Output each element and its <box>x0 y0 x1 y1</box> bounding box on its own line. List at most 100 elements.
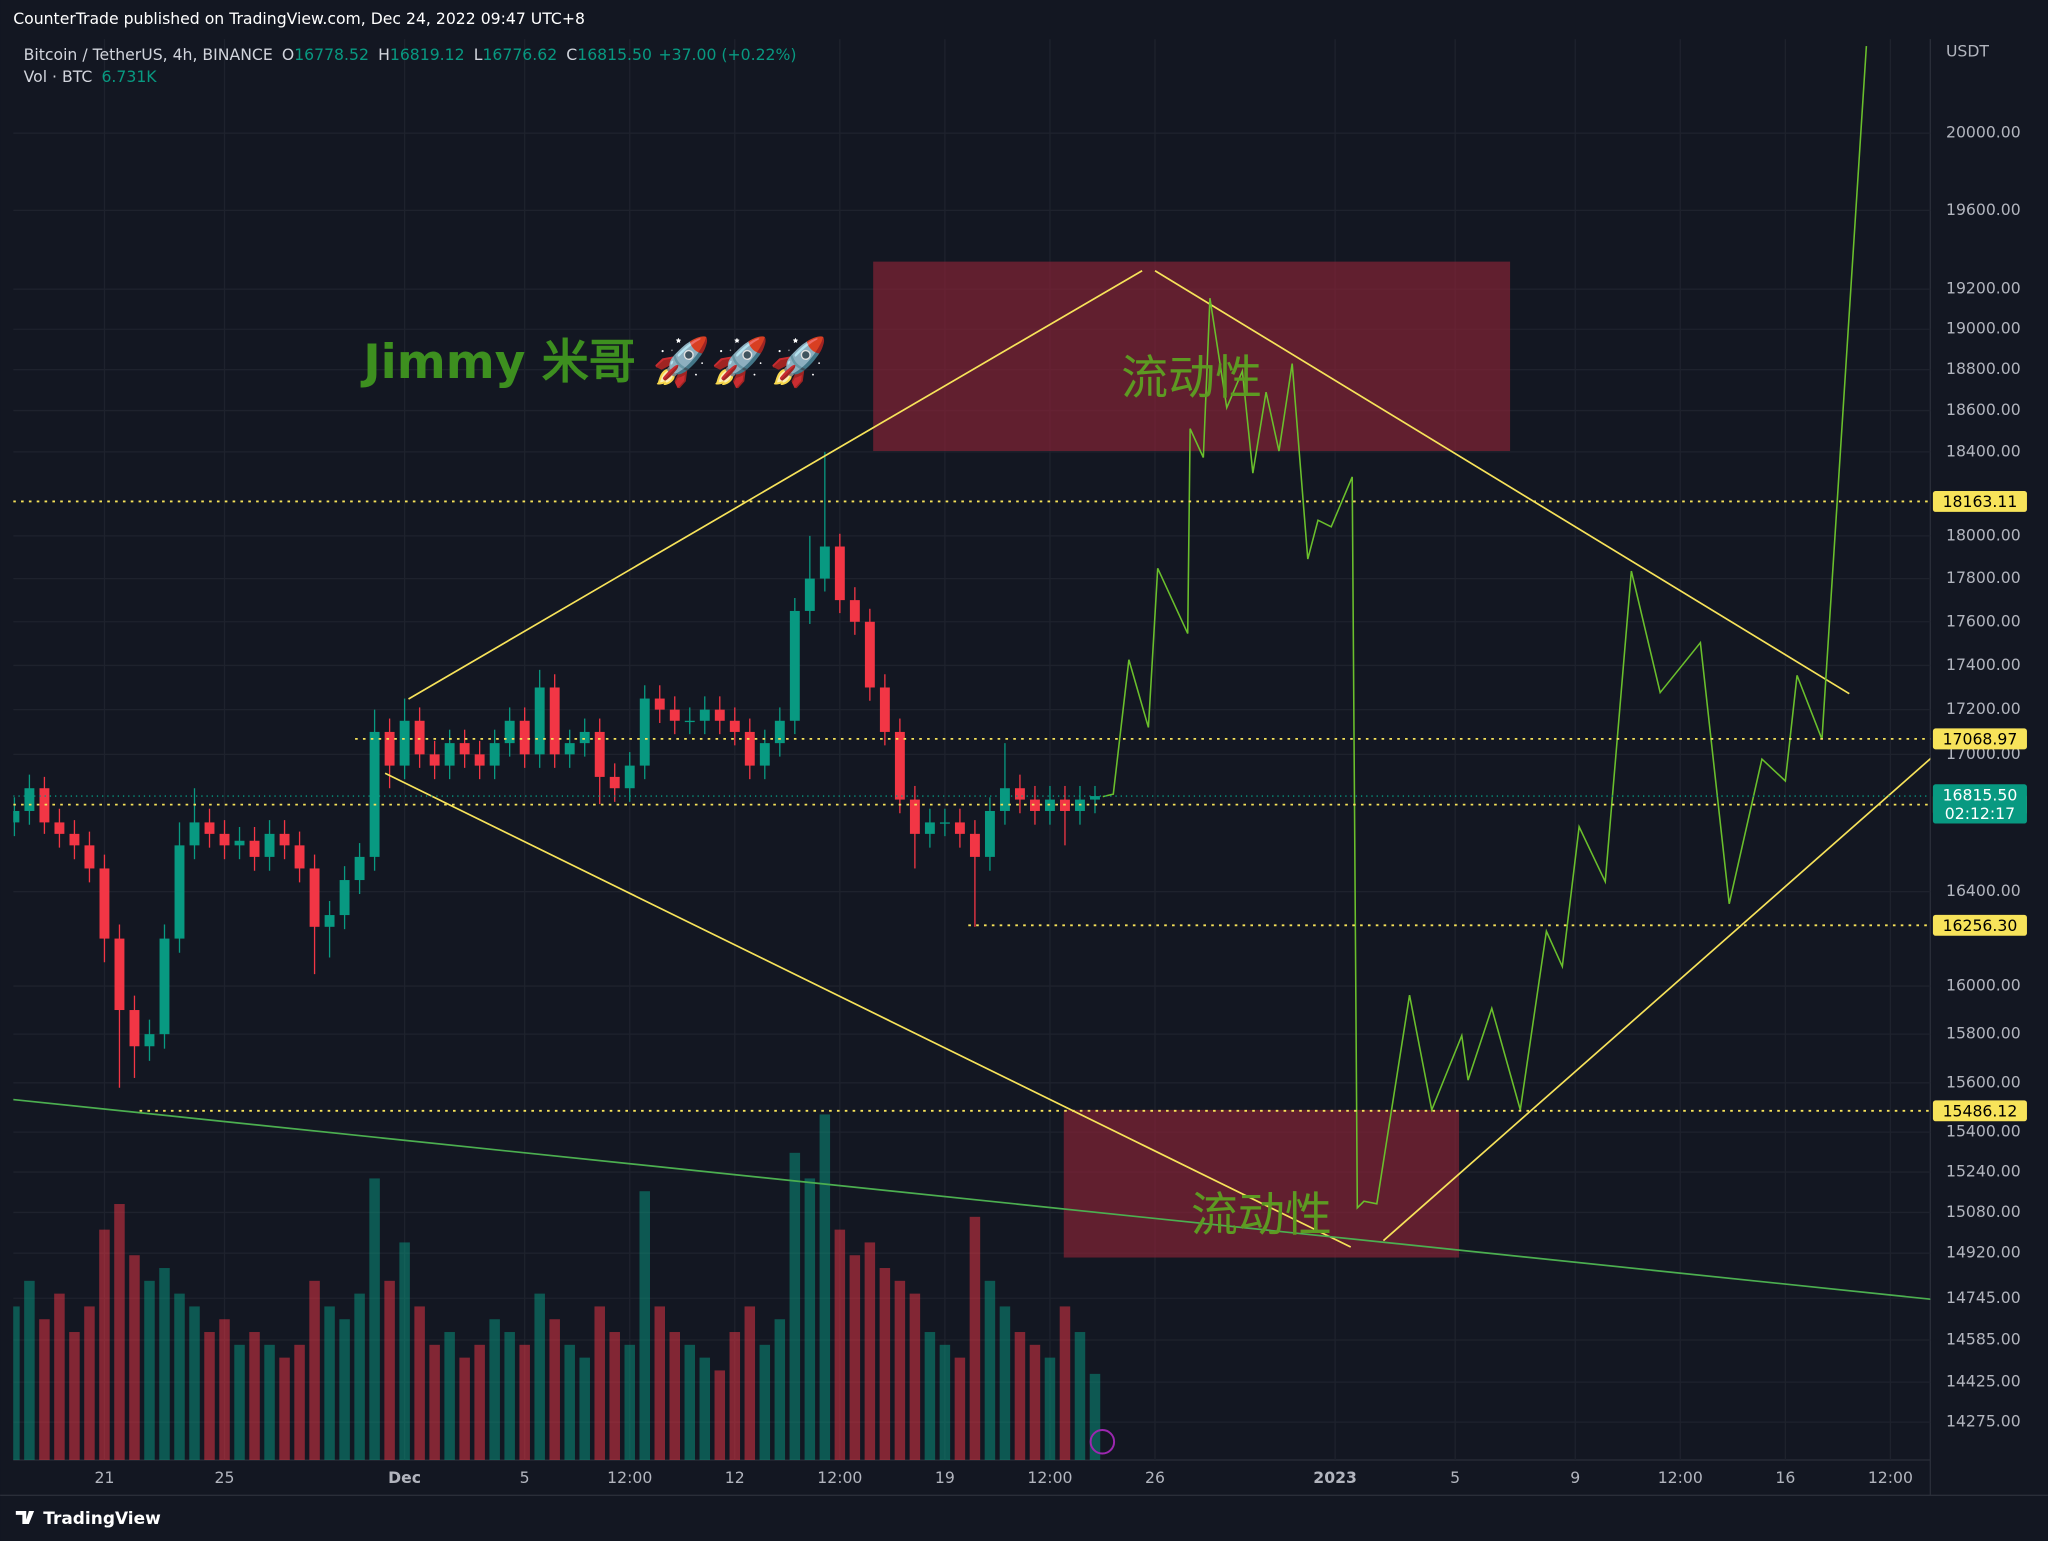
y-tick-label: 17600.00 <box>1946 611 2021 630</box>
candle-body <box>99 868 110 939</box>
candle-body <box>894 731 905 800</box>
volume-bar <box>54 1293 65 1461</box>
volume-bar <box>804 1178 816 1461</box>
volume-bar <box>234 1344 245 1461</box>
replay-icon <box>1089 1429 1116 1455</box>
x-tick-label: 12:00 <box>817 1468 862 1487</box>
trendline <box>13 1098 1931 1301</box>
currency: USDT <box>1946 42 1989 61</box>
volume-bar <box>1044 1357 1056 1461</box>
x-tick-label: 19 <box>935 1468 955 1487</box>
volume-bar <box>429 1344 440 1461</box>
volume-bar <box>639 1191 650 1461</box>
candle-body <box>69 833 80 846</box>
symbol: Bitcoin / TetherUS, 4h, BINANCE <box>24 44 273 63</box>
y-tick-label: 18400.00 <box>1946 441 2021 460</box>
candle-body <box>504 720 515 744</box>
volume-bar <box>279 1357 290 1461</box>
candle-body <box>969 833 980 857</box>
candle-body <box>159 938 170 1035</box>
candle-body <box>534 687 545 755</box>
volume-bar <box>219 1319 230 1461</box>
trendline <box>1154 270 1850 695</box>
ohlc-key: C <box>566 44 577 63</box>
volume-bar <box>474 1344 485 1461</box>
volume-bar <box>24 1280 35 1461</box>
y-tick-label: 19600.00 <box>1946 200 2021 219</box>
volume-bar <box>669 1332 681 1461</box>
candle-body <box>774 720 785 744</box>
zone-label: 流动性 <box>1191 1188 1332 1243</box>
y-tick-label: 15080.00 <box>1946 1202 2021 1221</box>
volume-bar <box>744 1306 756 1461</box>
volume-bar <box>699 1357 711 1461</box>
x-tick-label: 5 <box>520 1468 530 1487</box>
y-tick-label: 18000.00 <box>1946 525 2021 544</box>
volume-bar <box>759 1344 771 1461</box>
volume-bar <box>114 1204 125 1461</box>
level-marker <box>1932 1100 2027 1122</box>
last-price-marker <box>1932 784 2027 824</box>
countdown: 02:12:17 <box>1945 804 2015 823</box>
plot-area <box>13 39 1931 1461</box>
volume-bar <box>39 1319 50 1461</box>
volume-bar <box>354 1293 365 1461</box>
y-tick-label: 17400.00 <box>1946 655 2021 674</box>
volume-bar <box>654 1306 666 1461</box>
candle-body <box>684 720 695 723</box>
candle-body <box>369 731 380 857</box>
volume-bar <box>834 1229 846 1461</box>
candle-body <box>399 720 410 766</box>
volume-bar <box>99 1229 110 1461</box>
candle-body <box>939 822 950 824</box>
candle-body <box>669 709 680 721</box>
candle-body <box>249 840 260 857</box>
publisher: CounterTrade published on TradingView.co… <box>13 9 585 28</box>
x-tick-label: 21 <box>94 1468 114 1487</box>
candle-body <box>144 1034 155 1047</box>
volume-bar <box>729 1332 741 1461</box>
volume-bar <box>69 1332 80 1461</box>
volume-legend: Vol · BTC 6.731K <box>24 67 158 86</box>
volume-bar <box>444 1332 455 1461</box>
volume-bar <box>939 1344 951 1461</box>
candle-body <box>804 578 815 611</box>
volume-bar <box>369 1178 380 1461</box>
volume-bar <box>339 1319 350 1461</box>
candle-body <box>354 856 365 881</box>
y-tick-label: 15240.00 <box>1946 1162 2021 1181</box>
last-price-label: 16815.50 <box>1943 786 2018 805</box>
candle-body <box>789 610 800 721</box>
candle-body <box>1090 796 1100 800</box>
x-tick-label: 12 <box>725 1468 745 1487</box>
candle-body <box>489 743 500 766</box>
candle-body <box>24 788 35 811</box>
candle-body <box>459 743 470 755</box>
volume-bar <box>714 1370 726 1461</box>
volume-bar <box>924 1332 936 1461</box>
x-tick-label: 12:00 <box>1027 1468 1072 1487</box>
trendline <box>384 772 1352 1248</box>
volume-bar <box>564 1344 575 1461</box>
y-tick-label: 15800.00 <box>1946 1024 2021 1043</box>
ohlc-value: 16776.62 <box>482 44 557 63</box>
candle-body <box>219 833 230 846</box>
candle-body <box>714 709 725 721</box>
x-tick-label: Dec <box>388 1468 421 1487</box>
y-tick-label: 14585.00 <box>1946 1329 2021 1348</box>
volume-bar <box>849 1255 861 1461</box>
volume-bar <box>294 1344 305 1461</box>
y-tick-label: 19000.00 <box>1946 319 2021 338</box>
level-label: 16256.30 <box>1943 916 2018 935</box>
level-marker <box>1932 914 2027 936</box>
volume-bar <box>1074 1332 1086 1461</box>
candle-body <box>309 868 320 927</box>
volume-bar <box>519 1344 530 1461</box>
volume-bar <box>204 1332 215 1461</box>
volume-bar <box>774 1319 786 1461</box>
y-tick-label: 17200.00 <box>1946 699 2021 718</box>
candle-body <box>114 938 125 1011</box>
idea-title: Jimmy 米哥 🚀🚀🚀 <box>360 335 827 390</box>
candle-body <box>729 720 740 732</box>
